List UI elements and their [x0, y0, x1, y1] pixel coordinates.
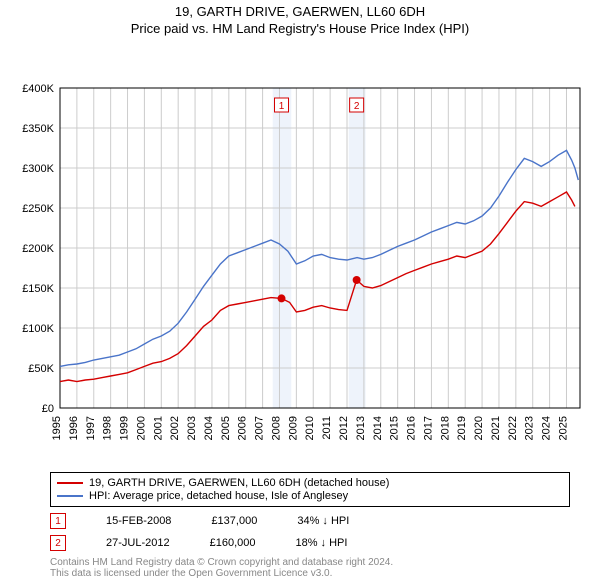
- x-tick-label: 2020: [473, 416, 485, 440]
- x-tick-label: 2007: [254, 416, 266, 440]
- x-tick-label: 2025: [557, 416, 569, 440]
- marker-delta: 18% ↓ HPI: [295, 537, 347, 549]
- marker-price: £137,000: [211, 515, 257, 527]
- marker-info-row: 1 15-FEB-2008 £137,000 34% ↓ HPI: [50, 513, 570, 529]
- x-tick-label: 2016: [406, 416, 418, 440]
- legend-label: HPI: Average price, detached house, Isle…: [89, 490, 348, 502]
- marker-date: 27-JUL-2012: [106, 537, 170, 549]
- marker-dot: [353, 276, 361, 284]
- y-tick-label: £150K: [22, 283, 54, 295]
- x-tick-label: 2010: [304, 416, 316, 440]
- x-tick-label: 2011: [321, 416, 333, 440]
- legend: 19, GARTH DRIVE, GAERWEN, LL60 6DH (deta…: [50, 472, 570, 507]
- x-tick-label: 2008: [270, 416, 282, 440]
- x-tick-label: 2012: [338, 416, 350, 440]
- marker-number-box: 2: [50, 535, 66, 551]
- x-tick-label: 1999: [119, 416, 131, 440]
- x-tick-label: 2015: [389, 416, 401, 440]
- marker-dot: [278, 294, 286, 302]
- footnote: Contains HM Land Registry data © Crown c…: [50, 557, 570, 579]
- y-tick-label: £400K: [22, 83, 54, 95]
- chart-titles: 19, GARTH DRIVE, GAERWEN, LL60 6DH Price…: [0, 4, 600, 36]
- legend-row: 19, GARTH DRIVE, GAERWEN, LL60 6DH (deta…: [57, 477, 563, 489]
- x-tick-label: 1997: [85, 416, 97, 440]
- footnote-line: This data is licensed under the Open Gov…: [50, 568, 570, 579]
- x-tick-label: 2004: [203, 416, 215, 440]
- x-tick-label: 2024: [541, 416, 553, 440]
- marker-label-text: 2: [354, 101, 360, 112]
- y-tick-label: £200K: [22, 243, 54, 255]
- legend-swatch: [57, 482, 83, 484]
- x-tick-label: 2018: [439, 416, 451, 440]
- line-chart: £0 £50K £100K £150K £200K £250K £300K £350K £400…: [0, 38, 600, 468]
- y-tick-label: £50K: [28, 363, 54, 375]
- legend-label: 19, GARTH DRIVE, GAERWEN, LL60 6DH (deta…: [89, 477, 389, 489]
- legend-row: HPI: Average price, detached house, Isle…: [57, 490, 563, 502]
- x-tick-label: 2017: [422, 416, 434, 440]
- x-tick-label: 2023: [524, 416, 536, 440]
- x-tick-label: 2000: [135, 416, 147, 440]
- x-tick-label: 2001: [152, 416, 164, 440]
- x-tick-label: 1996: [68, 416, 80, 440]
- x-tick-label: 2009: [287, 416, 299, 440]
- series-price_paid: [60, 192, 575, 382]
- footnote-line: Contains HM Land Registry data © Crown c…: [50, 557, 570, 568]
- marker-number-box: 1: [50, 513, 66, 529]
- y-tick-label: £350K: [22, 123, 54, 135]
- title-main: 19, GARTH DRIVE, GAERWEN, LL60 6DH: [0, 4, 600, 19]
- marker-label-text: 1: [279, 101, 285, 112]
- x-tick-label: 2002: [169, 416, 181, 440]
- x-tick-label: 2014: [372, 416, 384, 440]
- marker-info-row: 2 27-JUL-2012 £160,000 18% ↓ HPI: [50, 535, 570, 551]
- marker-date: 15-FEB-2008: [106, 515, 171, 527]
- x-tick-label: 1995: [51, 416, 63, 440]
- x-tick-label: 1998: [102, 416, 114, 440]
- x-tick-label: 2022: [507, 416, 519, 440]
- x-tick-label: 2019: [456, 416, 468, 440]
- series-hpi: [60, 150, 578, 366]
- x-tick-label: 2021: [490, 416, 502, 440]
- marker-price: £160,000: [210, 537, 256, 549]
- y-tick-label: £300K: [22, 163, 54, 175]
- x-tick-label: 2006: [237, 416, 249, 440]
- title-sub: Price paid vs. HM Land Registry's House …: [0, 21, 600, 36]
- legend-swatch: [57, 495, 83, 497]
- x-tick-label: 2005: [220, 416, 232, 440]
- x-tick-label: 2003: [186, 416, 198, 440]
- y-tick-label: £250K: [22, 203, 54, 215]
- y-tick-label: £0: [42, 403, 54, 415]
- y-tick-label: £100K: [22, 323, 54, 335]
- marker-delta: 34% ↓ HPI: [297, 515, 349, 527]
- x-tick-label: 2013: [355, 416, 367, 440]
